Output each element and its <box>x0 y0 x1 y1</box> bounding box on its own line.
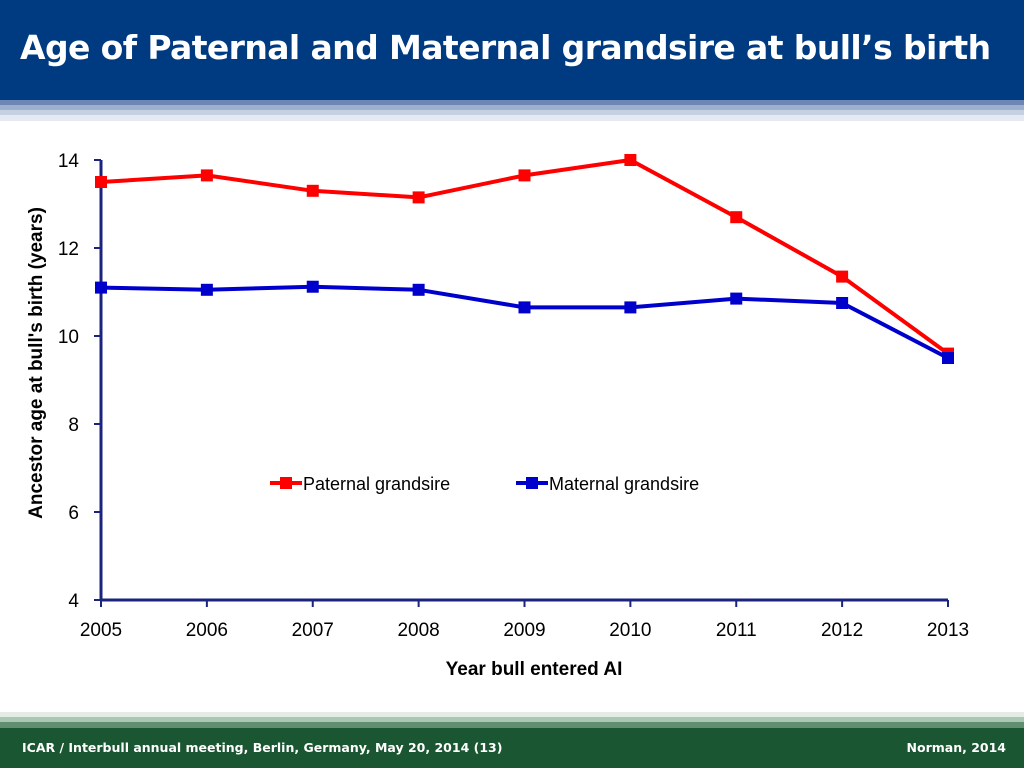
legend-paternal-label: Paternal grandsire <box>303 474 450 494</box>
data-point-paternal <box>306 184 319 197</box>
footer-author: Norman, 2014 <box>906 740 1006 755</box>
footer-citation: ICAR / Interbull annual meeting, Berlin,… <box>22 740 503 755</box>
footer-stripe-3 <box>0 722 1024 728</box>
slide-footer <box>0 728 1024 768</box>
footer-stripe-2 <box>0 717 1024 722</box>
header-stripe-1 <box>0 100 1024 105</box>
data-point-maternal <box>200 283 213 296</box>
x-axis-label: Year bull entered AI <box>446 659 623 680</box>
y-tick-label: 12 <box>58 239 79 260</box>
legend-maternal-label: Maternal grandsire <box>549 474 699 494</box>
legend-paternal-marker <box>280 477 292 489</box>
x-tick-label: 2007 <box>292 620 334 641</box>
y-axis-ticks: 4 6 8 10 12 14 <box>58 151 101 612</box>
x-tick-label: 2009 <box>503 620 545 641</box>
footer-stripe-1 <box>0 712 1024 717</box>
x-axis-ticks: 2005 2006 2007 2008 2009 2010 2011 2012 2013 <box>80 600 969 641</box>
x-tick-label: 2008 <box>397 620 439 641</box>
x-tick-label: 2005 <box>80 620 122 641</box>
slide-title: Age of Paternal and Maternal grandsire a… <box>20 28 991 67</box>
x-tick-label: 2012 <box>821 620 863 641</box>
data-point-maternal <box>518 301 531 314</box>
y-tick-label: 4 <box>68 591 79 612</box>
y-tick-label: 8 <box>68 415 79 436</box>
slide-header: Age of Paternal and Maternal grandsire a… <box>0 0 1024 100</box>
data-point-maternal <box>624 301 637 314</box>
series-line-maternal <box>100 284 949 360</box>
data-point-paternal <box>95 176 107 188</box>
x-tick-label: 2010 <box>609 620 651 641</box>
header-stripe-2 <box>0 105 1024 110</box>
data-point-paternal <box>412 191 425 204</box>
data-point-maternal <box>730 292 743 305</box>
data-point-maternal <box>836 297 849 309</box>
data-point-maternal <box>412 283 425 296</box>
data-point-paternal <box>200 169 213 182</box>
legend-maternal-marker <box>526 477 538 489</box>
chart-container: 4 6 8 10 12 14 2005 2006 2007 2008 2009 2010 2011 20… <box>0 130 1024 710</box>
data-point-paternal <box>624 154 637 166</box>
data-point-paternal <box>836 270 849 283</box>
x-tick-label: 2006 <box>186 620 228 641</box>
y-tick-label: 6 <box>68 503 79 524</box>
data-point-maternal <box>95 281 107 294</box>
series-lines <box>95 154 954 364</box>
data-point-maternal <box>306 280 319 293</box>
x-tick-label: 2011 <box>716 620 757 641</box>
data-point-maternal <box>942 352 954 364</box>
chart-legend: Paternal grandsire Maternal grandsire <box>270 474 699 494</box>
data-point-paternal <box>518 169 531 182</box>
data-point-paternal <box>730 211 743 224</box>
header-stripe-3 <box>0 110 1024 115</box>
y-axis-label: Ancestor age at bull's birth (years) <box>26 207 47 519</box>
y-tick-label: 14 <box>58 151 80 172</box>
x-tick-label: 2013 <box>927 620 969 641</box>
series-line-paternal <box>100 158 950 356</box>
header-stripe-4 <box>0 115 1024 121</box>
y-tick-label: 10 <box>58 327 79 348</box>
